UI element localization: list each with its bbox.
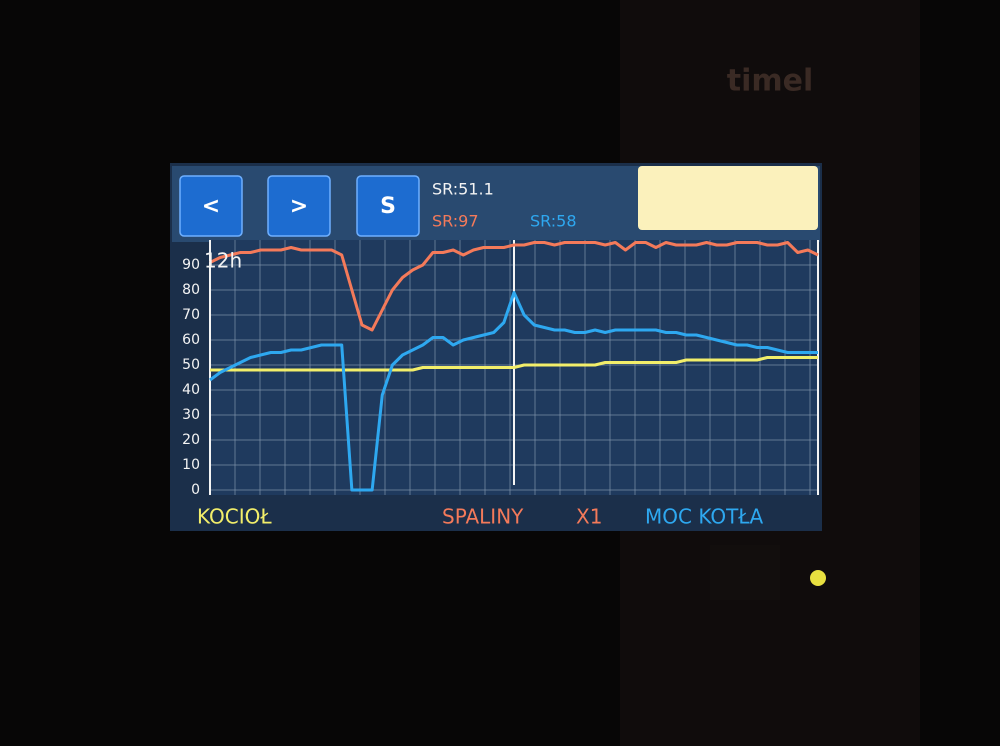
readout-boiler: SR:51.1	[432, 180, 494, 199]
scale-label: X1	[576, 505, 602, 529]
nav-button[interactable]	[356, 175, 420, 237]
y-tick-label: 70	[182, 307, 200, 323]
y-tick-label: 60	[182, 332, 200, 348]
plot: 0 10 20 30 40 50 60 70 80 90 KOCIOŁ SPALINY MOC KOTŁ…	[182, 240, 819, 529]
readout-power: SR:58	[530, 212, 577, 231]
nav-button[interactable]	[267, 175, 331, 237]
nav-button[interactable]	[179, 175, 243, 237]
status-box	[638, 166, 818, 230]
y-tick-label: 20	[182, 432, 200, 448]
nav-button-label: S	[380, 194, 396, 219]
legend-label: SPALINY	[442, 505, 524, 529]
brand-logo: timel	[727, 64, 814, 99]
status-led	[810, 570, 826, 586]
y-tick-label: 10	[182, 457, 200, 473]
y-tick-label: 80	[182, 282, 200, 298]
y-tick-label: 90	[182, 257, 200, 273]
legend-label: MOC KOTŁA	[645, 505, 764, 529]
y-tick-label: 50	[182, 357, 200, 373]
series-line	[209, 291, 818, 492]
nav-button-label: >	[290, 194, 308, 219]
readout-flue: SR:97	[432, 212, 479, 231]
period-label: 12h	[204, 249, 242, 273]
legend-label: KOCIOŁ	[197, 505, 272, 529]
y-tick-label: 0	[191, 482, 200, 498]
y-tick-label: 30	[182, 407, 200, 423]
button-group: < > S	[179, 175, 420, 237]
series-line	[210, 356, 818, 372]
button-housing	[710, 545, 780, 600]
series-line	[209, 241, 819, 332]
nav-button-label: <	[202, 194, 220, 219]
y-tick-label: 40	[182, 382, 200, 398]
